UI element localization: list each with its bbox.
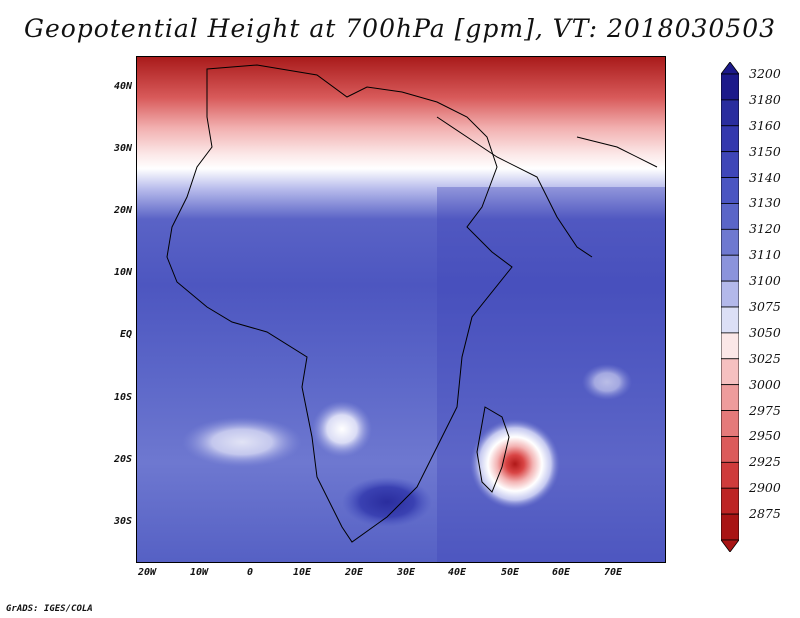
colorbar-label: 2975 [749,402,781,418]
colorbar-label: 2950 [749,428,781,444]
colorbar-swatch [721,280,739,308]
colorbar-label: 3110 [749,247,781,263]
lat-label-20n: 20N [113,205,132,216]
lon-label-30e: 30E [396,567,416,578]
lon-label-60e: 60E [551,567,571,578]
colorbar-label: 3180 [749,91,781,107]
madagascar-coastline [476,406,510,493]
lat-label-30n: 30N [113,143,132,154]
colorbar-label: 3130 [749,195,781,211]
lon-label-50e: 50E [500,567,520,578]
lat-label-10s: 10S [113,392,132,403]
colorbar-swatch [721,151,739,178]
colorbar-swatch [721,203,739,230]
colorbar-label: 3000 [749,376,781,392]
lon-label-10w: 10W [189,567,209,578]
colorbar-label: 3050 [749,324,781,340]
colorbar-label: 3140 [749,169,781,185]
colorbar-min-triangle [721,539,739,552]
map-plot-area [136,56,666,563]
map-title: Geopotential Height at 700hPa [gpm], VT:… [23,14,777,43]
lon-label-20e: 20E [344,567,364,578]
colorbar-swatch [721,228,739,256]
colorbar-swatch [721,99,739,127]
grads-credit: GrADS: IGES/COLA [6,604,93,614]
colorbar-swatch [721,125,739,153]
colorbar-swatch [721,487,739,515]
colorbar-swatch [721,73,739,101]
colorbar-label: 2900 [749,480,781,496]
lon-label-70e: 70E [603,567,623,578]
colorbar-label: 3025 [749,350,781,366]
colorbar-swatch [721,177,739,204]
lat-label-30s: 30S [113,516,132,527]
geopotential-height-map [137,57,665,562]
colorbar-swatch [721,513,739,541]
lat-label-20s: 20S [113,454,132,465]
colorbar-label: 3075 [749,299,781,314]
low-pressure-center [470,419,560,509]
africa-coastline [166,64,513,543]
lon-label-10e: 10E [292,567,312,578]
colorbar-swatch [721,254,739,282]
colorbar-label: 3160 [749,117,781,133]
colorbar-label: 3100 [749,273,781,289]
lon-label-20w: 20W [137,567,157,578]
colorbar-swatch [721,358,739,386]
colorbar-swatch [721,384,739,411]
colorbar-label: 2925 [749,454,781,470]
colorbar-label: 3200 [749,66,781,81]
lat-label-40n: 40N [113,81,132,92]
colorbar-label: 2875 [749,506,781,522]
colorbar-max-triangle [721,62,739,75]
colorbar [721,62,739,552]
colorbar-swatch [721,410,739,437]
colorbar-swatch [721,436,739,463]
asia-coastline [436,116,658,258]
lat-label-eq: EQ [119,329,132,340]
colorbar-swatch [721,306,739,334]
lon-label-0: 0 [246,567,254,578]
height-field-background [137,57,665,562]
colorbar-label: 3150 [749,143,781,159]
lon-label-40e: 40E [447,567,467,578]
colorbar-label: 3120 [749,221,781,237]
colorbar-swatch [721,332,739,360]
colorbar-swatch [721,461,739,489]
lat-label-10n: 10N [113,267,132,278]
